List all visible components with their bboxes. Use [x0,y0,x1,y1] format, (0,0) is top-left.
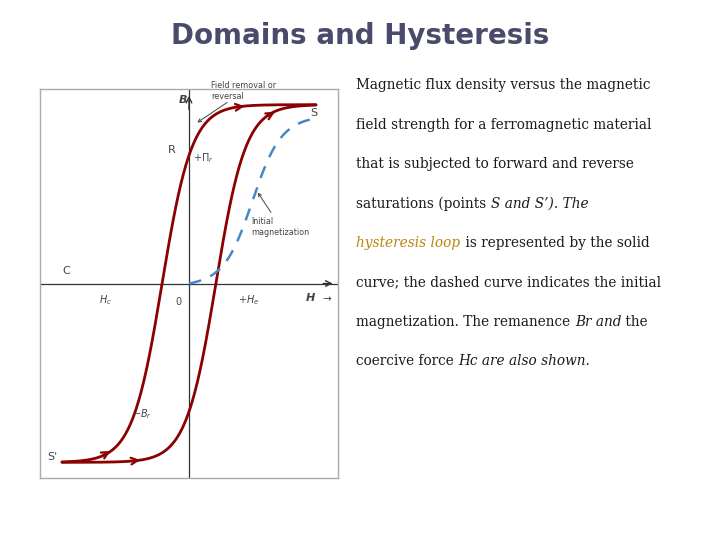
Text: S and S’). The: S and S’). The [491,197,589,211]
Text: 0: 0 [176,297,181,307]
Text: is represented by the solid: is represented by the solid [461,236,649,250]
Text: Br and: Br and [575,315,621,329]
Text: Initial
magnetization: Initial magnetization [252,193,310,237]
Text: $-B_r$: $-B_r$ [132,408,152,421]
Text: magnetization. The remanence: magnetization. The remanence [356,315,575,329]
Text: Domains and Hysteresis: Domains and Hysteresis [171,22,549,50]
Text: curve; the dashed curve indicates the initial: curve; the dashed curve indicates the in… [356,275,662,289]
Text: $H_c$: $H_c$ [99,293,112,307]
Text: $+\Pi_r$: $+\Pi_r$ [193,151,213,165]
Text: field strength for a ferromagnetic material: field strength for a ferromagnetic mater… [356,118,652,132]
Text: hysteresis loop: hysteresis loop [356,236,461,250]
Text: S': S' [47,453,58,462]
Text: R: R [168,145,176,156]
Text: coercive force: coercive force [356,354,459,368]
Text: the: the [621,315,648,329]
Text: B: B [179,94,187,105]
Text: H: H [305,293,315,303]
Text: saturations (points: saturations (points [356,197,491,211]
Text: Magnetic flux density versus the magnetic: Magnetic flux density versus the magneti… [356,78,651,92]
Text: $\rightarrow$: $\rightarrow$ [320,293,333,303]
Text: S: S [310,109,317,118]
Text: Hc are also shown.: Hc are also shown. [459,354,590,368]
Text: 17: 17 [349,515,371,530]
Text: Field removal or
reversal: Field removal or reversal [198,82,276,122]
Text: C: C [62,266,70,276]
Text: $+H_e$: $+H_e$ [238,293,260,307]
Text: that is subjected to forward and reverse: that is subjected to forward and reverse [356,157,634,171]
